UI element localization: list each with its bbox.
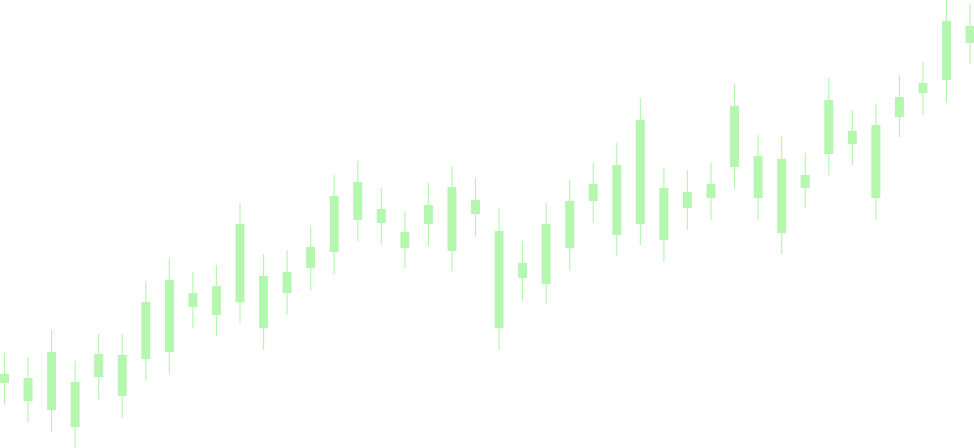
candle-body <box>141 302 151 359</box>
candle-body <box>894 97 904 117</box>
candle-body <box>541 224 551 284</box>
candle-body <box>94 354 104 377</box>
candle-body <box>47 352 57 410</box>
candle-body <box>471 200 480 214</box>
candle-body <box>942 21 951 80</box>
candle-body <box>847 131 857 144</box>
candle-body <box>682 192 692 208</box>
candle-body <box>423 205 433 224</box>
candle-body <box>164 280 174 352</box>
candle-body <box>235 224 245 302</box>
candle-body <box>0 374 9 383</box>
candle-body <box>800 175 810 188</box>
candle-body <box>871 125 881 198</box>
candle-body <box>376 209 386 223</box>
candle-body <box>329 196 339 252</box>
candle-body <box>494 231 504 328</box>
candle-body <box>259 276 269 328</box>
candle-body <box>918 83 928 93</box>
candle-body <box>612 165 622 235</box>
candle-body <box>211 286 221 315</box>
candle-body <box>824 100 834 154</box>
candle-body <box>188 293 198 307</box>
candle-body <box>706 184 716 198</box>
candle-body <box>117 355 127 396</box>
candle-body <box>518 263 528 278</box>
candle-body <box>565 201 575 248</box>
candle-body <box>353 182 363 220</box>
candle-body <box>730 106 740 167</box>
candle-body <box>965 26 974 43</box>
candle-body <box>70 382 80 427</box>
candle-body <box>753 156 763 198</box>
candle-body <box>306 247 316 268</box>
candle-body <box>635 120 645 224</box>
candle-body <box>588 184 598 201</box>
candle-body <box>282 272 292 293</box>
candle-body <box>777 159 787 233</box>
candle-body <box>447 187 457 251</box>
candle-body <box>23 378 33 401</box>
candle-body <box>400 232 410 248</box>
candle-body <box>659 188 669 240</box>
